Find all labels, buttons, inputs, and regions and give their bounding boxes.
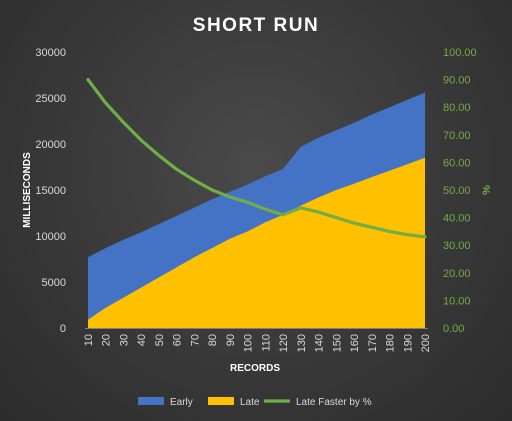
- y2-tick-label: 10.00: [443, 295, 471, 307]
- x-tick-label: 100: [243, 334, 255, 352]
- series-area-late: [88, 157, 425, 328]
- x-tick-label: 120: [278, 334, 290, 352]
- legend-swatch: [208, 397, 234, 405]
- x-tick-label: 30: [119, 334, 131, 346]
- y2-tick-label: 40.00: [443, 213, 471, 225]
- legend-label: Late Faster by %: [296, 397, 372, 408]
- x-tick-label: 60: [172, 334, 184, 346]
- y-tick-label: 5000: [42, 277, 66, 289]
- y-tick-label: 10000: [35, 231, 66, 243]
- y2-tick-label: 50.00: [443, 185, 471, 197]
- y2-tick-label: 90.00: [443, 75, 471, 87]
- x-tick-label: 170: [367, 334, 379, 352]
- y-tick-label: 25000: [35, 93, 66, 105]
- x-tick-label: 50: [154, 334, 166, 346]
- y-tick-label: 0: [60, 323, 66, 335]
- y2-tick-label: 30.00: [443, 240, 471, 252]
- x-tick-label: 10: [83, 334, 95, 346]
- x-tick-label: 80: [207, 334, 219, 346]
- x-tick-label: 70: [189, 334, 201, 346]
- x-tick-label: 130: [296, 334, 308, 352]
- y2-tick-label: 80.00: [443, 102, 471, 114]
- y2-tick-label: 100.00: [443, 47, 477, 59]
- x-tick-label: 160: [349, 334, 361, 352]
- y-tick-label: 30000: [35, 47, 66, 59]
- y2-tick-label: 0.00: [443, 323, 464, 335]
- y2-tick-label: 60.00: [443, 157, 471, 169]
- x-tick-label: 140: [314, 334, 326, 352]
- y-axis-title: MILLISECONDS: [22, 152, 33, 228]
- x-tick-label: 190: [402, 334, 414, 352]
- legend: Early Late Late Faster by %: [138, 397, 372, 408]
- x-tick-label: 40: [136, 334, 148, 346]
- y2-axis-title: %: [481, 185, 493, 195]
- x-tick-label: 20: [101, 334, 113, 346]
- y-tick-label: 15000: [35, 185, 66, 197]
- x-tick-label: 200: [420, 334, 432, 352]
- x-tick-label: 110: [260, 334, 272, 352]
- chart-title: SHORT RUN: [193, 15, 319, 36]
- x-tick-label: 150: [331, 334, 343, 352]
- y-tick-label: 20000: [35, 139, 66, 151]
- series-line-late-faster: [86, 77, 427, 239]
- x-tick-label: 180: [385, 334, 397, 352]
- legend-label: Early: [170, 397, 193, 408]
- x-axis-title: RECORDS: [230, 363, 280, 374]
- legend-label: Late: [240, 397, 260, 408]
- x-tick-label: 90: [225, 334, 237, 346]
- legend-swatch: [138, 397, 164, 405]
- y2-tick-label: 20.00: [443, 268, 471, 280]
- y2-tick-label: 70.00: [443, 130, 471, 142]
- plot-area: 0 5000 10000 15000 20000 25000 30000 0.00 10.00 2…: [35, 47, 476, 352]
